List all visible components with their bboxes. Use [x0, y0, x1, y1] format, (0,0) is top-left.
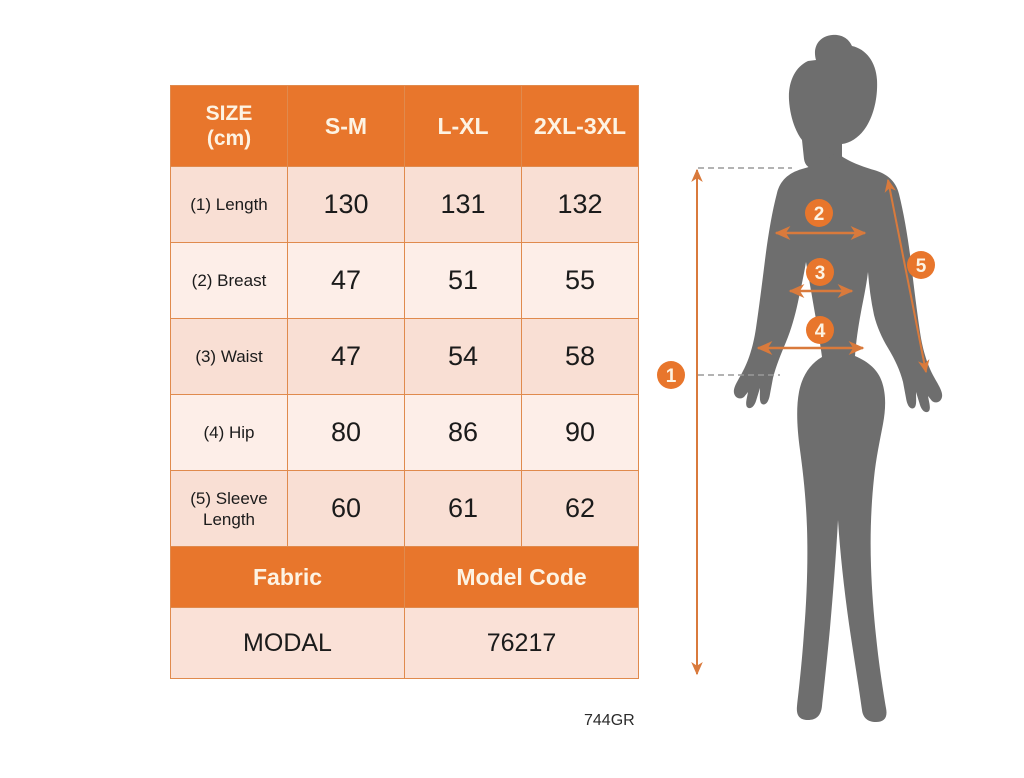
marker-badge-5: 5: [907, 251, 935, 279]
cell-breast-2xl3xl: 55: [521, 242, 639, 319]
fabric-header-row: Fabric Model Code: [170, 546, 639, 608]
header-size-line2: (cm): [206, 127, 252, 150]
cell-waist-sm: 47: [287, 318, 405, 395]
cell-breast-lxl: 51: [404, 242, 522, 319]
sleeve-length-measure-arrow: [884, 178, 930, 374]
silhouette-body: [733, 34, 943, 722]
fabric-value-row: MODAL 76217: [170, 607, 639, 679]
header-fabric: Fabric: [170, 546, 405, 608]
marker-badge-5-label: 5: [916, 256, 927, 277]
row-label-hip: (4) Hip: [170, 394, 288, 471]
cell-hip-2xl3xl: 90: [521, 394, 639, 471]
table-row-breast: (2) Breast 47 51 55: [170, 242, 639, 319]
table-header-row: SIZE (cm) S-M L-XL 2XL-3XL: [170, 85, 639, 167]
torso-shape: [733, 152, 943, 722]
cell-fabric-value: MODAL: [170, 607, 405, 679]
marker-badge-3-label: 3: [815, 263, 826, 284]
cell-length-lxl: 131: [404, 166, 522, 243]
header-size-line1: SIZE: [205, 102, 253, 125]
cell-waist-lxl: 54: [404, 318, 522, 395]
marker-badge-2-label: 2: [814, 204, 825, 225]
row-label-waist: (3) Waist: [170, 318, 288, 395]
female-silhouette-diagram: 1 2 3 4 5: [657, 34, 943, 722]
cell-length-2xl3xl: 132: [521, 166, 639, 243]
table-row-hip: (4) Hip 80 86 90: [170, 394, 639, 471]
header-size-cell: SIZE (cm): [170, 85, 288, 167]
header-column-lxl: L-XL: [404, 85, 522, 167]
model-code-note: 744GR: [584, 712, 635, 729]
table-row-length: (1) Length 130 131 132: [170, 166, 639, 243]
cell-model-code-value: 76217: [404, 607, 639, 679]
row-label-sleeve-length: (5) Sleeve Length: [170, 470, 288, 547]
cell-sleeve-2xl3xl: 62: [521, 470, 639, 547]
cell-breast-sm: 47: [287, 242, 405, 319]
row-label-sleeve-line2: Length: [203, 509, 255, 529]
marker-badge-4-label: 4: [815, 321, 826, 342]
row-label-breast: (2) Breast: [170, 242, 288, 319]
row-label-sleeve-line1: (5) Sleeve: [190, 488, 268, 508]
marker-badge-4: 4: [806, 316, 834, 344]
table-row-waist: (3) Waist 47 54 58: [170, 318, 639, 395]
marker-badge-1-label: 1: [666, 366, 677, 387]
marker-badge-1: 1: [657, 361, 685, 389]
cell-waist-2xl3xl: 58: [521, 318, 639, 395]
header-column-2xl3xl: 2XL-3XL: [521, 85, 639, 167]
size-chart-table: SIZE (cm) S-M L-XL 2XL-3XL (1) Length 13…: [170, 85, 639, 679]
header-model-code: Model Code: [404, 546, 639, 608]
marker-badge-3: 3: [806, 258, 834, 286]
header-column-sm: S-M: [287, 85, 405, 167]
cell-hip-lxl: 86: [404, 394, 522, 471]
row-label-length: (1) Length: [170, 166, 288, 243]
table-row-sleeve-length: (5) Sleeve Length 60 61 62: [170, 470, 639, 547]
cell-length-sm: 130: [287, 166, 405, 243]
cell-hip-sm: 80: [287, 394, 405, 471]
cell-sleeve-sm: 60: [287, 470, 405, 547]
marker-badge-2: 2: [805, 199, 833, 227]
measurement-figure-panel: 1 2 3 4 5: [640, 0, 1024, 778]
cell-sleeve-lxl: 61: [404, 470, 522, 547]
head-shape: [788, 34, 878, 170]
